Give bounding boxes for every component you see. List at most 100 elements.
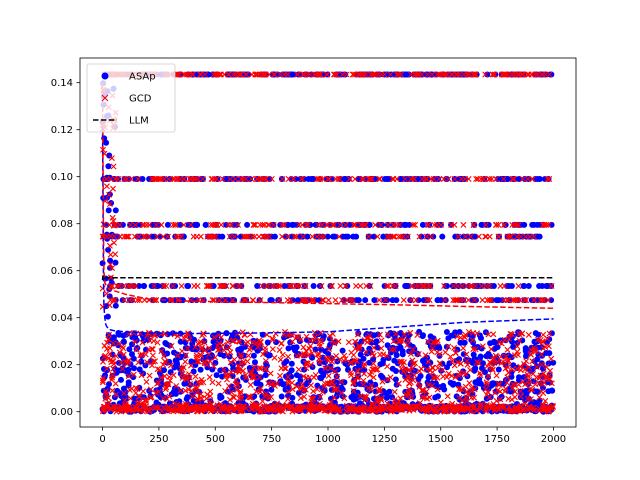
data-point <box>112 259 119 266</box>
data-point <box>249 339 256 346</box>
data-point <box>198 352 205 359</box>
data-point <box>444 364 450 371</box>
data-point <box>545 343 552 350</box>
data-point <box>400 297 407 304</box>
data-point <box>437 399 444 406</box>
running-mean-line-1 <box>101 117 554 335</box>
data-point <box>222 388 229 394</box>
data-point <box>544 335 551 342</box>
data-point <box>550 359 557 366</box>
data-point <box>480 360 486 367</box>
data-point <box>538 351 545 358</box>
data-point <box>229 338 236 345</box>
data-point <box>436 360 443 367</box>
data-point <box>172 221 179 228</box>
data-point <box>116 349 123 356</box>
data-point <box>237 388 244 395</box>
data-point <box>495 221 502 228</box>
data-point <box>319 221 326 228</box>
data-point <box>130 283 137 289</box>
data-point <box>318 233 325 240</box>
data-point <box>454 71 461 78</box>
data-point <box>542 398 549 404</box>
data-point <box>246 365 253 371</box>
data-point <box>334 366 341 373</box>
data-point <box>318 368 325 375</box>
data-point <box>118 359 125 366</box>
data-point <box>232 381 239 388</box>
data-point <box>113 408 120 415</box>
data-point <box>483 402 490 408</box>
data-point <box>99 377 106 384</box>
data-point <box>358 338 365 345</box>
data-point <box>174 333 181 340</box>
data-point <box>312 372 319 378</box>
data-point <box>242 233 248 240</box>
x-tick-label: 1000 <box>315 434 340 445</box>
data-point <box>387 374 394 381</box>
data-point <box>246 346 253 353</box>
data-point <box>231 233 238 240</box>
data-point <box>330 71 337 78</box>
data-point <box>477 401 484 408</box>
data-point <box>428 176 435 182</box>
data-point <box>474 359 480 366</box>
data-point <box>459 283 465 289</box>
data-point <box>451 176 458 182</box>
data-point <box>472 283 479 289</box>
data-point <box>285 353 292 360</box>
data-point <box>462 331 469 338</box>
data-point <box>266 405 273 411</box>
data-point <box>462 233 469 240</box>
data-point <box>214 342 221 349</box>
data-point <box>499 403 506 410</box>
data-point <box>178 283 185 289</box>
data-point <box>303 365 310 372</box>
data-point <box>120 390 127 397</box>
data-point <box>277 356 284 363</box>
data-point <box>293 372 300 379</box>
data-point <box>376 331 383 338</box>
data-point <box>182 358 189 365</box>
data-point <box>123 233 130 240</box>
data-point <box>354 331 361 338</box>
data-point <box>415 380 422 387</box>
data-point <box>227 359 234 366</box>
data-point <box>456 356 463 363</box>
data-point <box>482 71 489 78</box>
data-point <box>532 330 539 337</box>
data-point <box>182 387 189 394</box>
data-point <box>510 176 516 182</box>
data-point <box>322 365 329 372</box>
data-point <box>106 242 113 249</box>
data-point <box>384 363 391 370</box>
data-point <box>362 297 369 304</box>
data-point <box>307 337 314 344</box>
data-point <box>227 349 234 356</box>
data-point <box>392 283 399 289</box>
data-point <box>127 403 134 410</box>
data-point <box>269 346 276 353</box>
data-point <box>164 408 171 414</box>
data-point <box>524 176 531 182</box>
data-point <box>525 233 532 240</box>
data-point <box>125 233 132 240</box>
data-point <box>405 71 412 78</box>
data-point <box>418 365 425 372</box>
data-point <box>242 71 248 78</box>
data-point <box>258 365 265 372</box>
data-point <box>508 331 515 338</box>
data-point <box>209 176 216 182</box>
data-point <box>460 221 467 228</box>
data-point <box>156 366 163 373</box>
data-point <box>299 297 306 304</box>
data-point <box>412 71 419 78</box>
data-point <box>527 386 534 393</box>
data-point <box>189 71 196 78</box>
data-point <box>110 358 117 365</box>
data-point <box>285 388 292 395</box>
data-point <box>539 283 546 289</box>
data-point <box>378 345 385 352</box>
data-point <box>153 176 160 182</box>
data-point <box>435 176 442 182</box>
